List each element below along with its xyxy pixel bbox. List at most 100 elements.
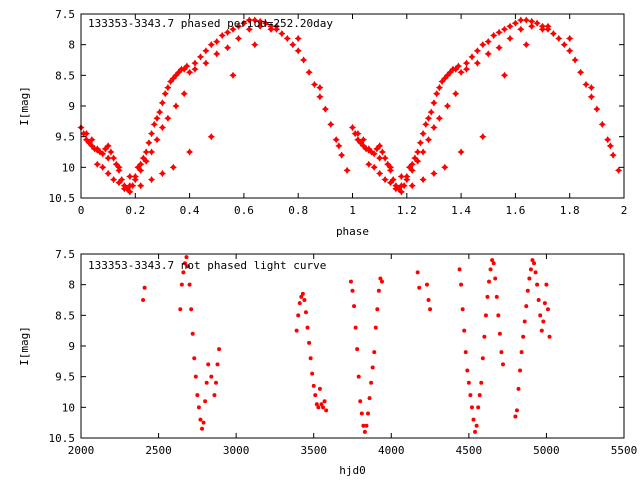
data-point [527, 276, 532, 281]
data-point [359, 142, 367, 150]
x-tick-label: 1.6 [505, 204, 525, 217]
chart-title: 133353-3343.7 phased period=252.20day [88, 17, 333, 30]
data-point [175, 68, 183, 76]
data-point [438, 77, 446, 86]
data-point [441, 74, 449, 82]
data-point [519, 350, 524, 355]
data-point [189, 307, 194, 312]
data-point [521, 334, 526, 339]
data-point [424, 114, 433, 122]
data-point [207, 133, 215, 141]
x-tick-label: 4000 [378, 444, 405, 457]
data-point [82, 136, 90, 144]
data-point [443, 102, 452, 110]
data-point [514, 408, 519, 413]
data-point [296, 313, 301, 318]
data-point [120, 185, 128, 193]
data-point [314, 402, 319, 407]
data-point [321, 105, 329, 113]
data-point [348, 123, 357, 132]
data-point [598, 120, 606, 128]
data-point [460, 307, 465, 312]
data-point [500, 71, 509, 79]
data-point [110, 154, 118, 162]
data-point [457, 68, 465, 76]
data-point [499, 350, 504, 355]
data-point [142, 148, 150, 156]
x-tick-label: 1.8 [560, 204, 580, 217]
data-point [462, 59, 471, 67]
data-point [251, 41, 259, 49]
phased-light-curve-panel: 0 0.2 0.4 0.6 0.8 1 1.2 1.4 1.6 1.8 2 7.5 8 8.5 9 9.5 10… [18, 8, 627, 238]
data-point [560, 41, 568, 49]
data-point [101, 145, 109, 153]
data-point [158, 169, 166, 178]
x-tick-label: 3000 [223, 444, 250, 457]
x-tick-label: 4500 [456, 444, 483, 457]
data-point [524, 304, 529, 309]
data-point [462, 65, 471, 73]
data-point [535, 282, 540, 287]
data-point [267, 25, 275, 33]
data-point [476, 405, 481, 410]
data-point [158, 99, 166, 107]
data-point [164, 84, 172, 92]
x-tick-label: 0.6 [234, 204, 254, 217]
data-point [356, 374, 361, 379]
data-point [183, 62, 191, 70]
data-point [370, 365, 375, 370]
data-point [477, 393, 482, 398]
y-tick-label: 9.5 [55, 131, 75, 144]
data-point [495, 28, 503, 36]
data-point [500, 25, 509, 33]
data-point [316, 93, 324, 101]
data-point [359, 411, 364, 416]
data-point [545, 307, 550, 312]
data-point [483, 313, 488, 318]
data-point [435, 114, 443, 122]
data-point [357, 139, 365, 147]
data-point [479, 133, 487, 141]
data-point [549, 30, 557, 38]
data-point [424, 136, 433, 144]
data-point [191, 65, 199, 73]
data-point [381, 154, 389, 162]
data-point [533, 270, 538, 275]
data-point [278, 30, 286, 38]
data-point [196, 53, 205, 61]
data-point [180, 90, 188, 98]
data-point [468, 53, 476, 61]
data-point [517, 25, 525, 33]
data-point [408, 160, 416, 168]
data-point [354, 130, 362, 138]
data-point [169, 74, 177, 82]
unphased-data-points [141, 255, 552, 434]
data-point [348, 279, 353, 284]
x-tick-label: 0.2 [125, 204, 145, 217]
data-point [169, 163, 177, 171]
data-point [528, 17, 536, 25]
data-point [604, 136, 612, 144]
y-tick-label: 10 [62, 161, 75, 174]
data-point [513, 414, 518, 419]
data-point [473, 429, 478, 434]
data-point [88, 136, 96, 144]
data-point [538, 25, 547, 33]
data-point [234, 34, 243, 43]
data-point [365, 160, 373, 168]
data-point [433, 90, 441, 98]
data-point [533, 19, 541, 27]
data-point [202, 47, 210, 55]
data-point [462, 328, 467, 333]
data-point [338, 151, 346, 159]
data-point [488, 267, 493, 272]
data-point [441, 163, 449, 171]
data-point [606, 142, 614, 150]
data-point [397, 182, 405, 190]
data-point [203, 399, 208, 404]
data-point [435, 84, 443, 92]
data-point [300, 291, 305, 296]
data-point [522, 16, 530, 24]
y-tick-label: 9 [68, 340, 75, 353]
data-point [321, 405, 326, 410]
